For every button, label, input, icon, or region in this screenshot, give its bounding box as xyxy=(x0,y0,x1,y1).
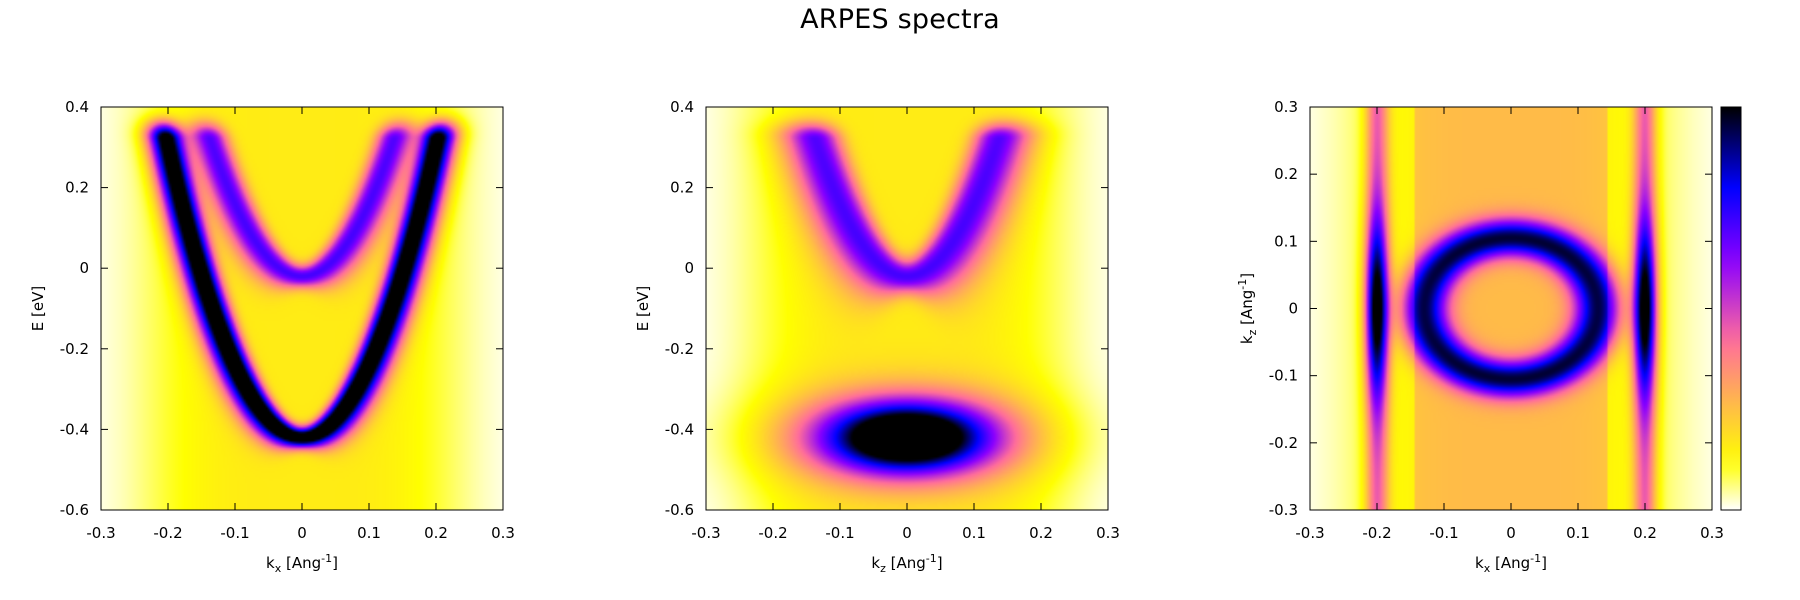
x-tick-label: -0.3 xyxy=(1295,524,1324,542)
y-tick-label: 0.2 xyxy=(65,179,89,197)
x-tick-label: 0.1 xyxy=(357,524,381,542)
y-tick-label: 0.3 xyxy=(1274,98,1298,116)
y-tick-label: -0.2 xyxy=(1269,434,1298,452)
panel-1: -0.3 -0.2 -0.1 0 0.1 0.2 0.3 -0.6 -0.4 -0.2 0 0.2 0.… xyxy=(29,98,515,575)
x-tick-label: 0.1 xyxy=(962,524,986,542)
y-tick-label: -0.6 xyxy=(60,501,89,519)
y-tick-label: -0.4 xyxy=(665,420,694,438)
y-tick-label: -0.2 xyxy=(60,340,89,358)
x-tick-label: -0.2 xyxy=(1362,524,1391,542)
x-tick-label: 0.3 xyxy=(1700,524,1724,542)
y-axis-label: kz [Ang-1] xyxy=(1236,273,1259,344)
y-tick-label: 0 xyxy=(684,259,694,277)
heatmap-image xyxy=(706,107,1108,510)
y-tick-label: 0 xyxy=(1288,300,1298,318)
y-tick-label: -0.6 xyxy=(665,501,694,519)
x-tick-label: -0.3 xyxy=(86,524,115,542)
x-tick-label: 0.3 xyxy=(1096,524,1120,542)
x-axis-label: kz [Ang-1] xyxy=(871,552,942,575)
y-tick-label: 0.2 xyxy=(1274,165,1298,183)
y-tick-label: -0.1 xyxy=(1269,367,1298,385)
x-tick-label: 0 xyxy=(297,524,307,542)
y-axis-label: E [eV] xyxy=(29,286,47,331)
x-axis-label: kx [Ang-1] xyxy=(1475,552,1547,575)
x-tick-label: -0.2 xyxy=(153,524,182,542)
y-tick-label: 0.1 xyxy=(1274,232,1298,250)
heatmap-image xyxy=(1310,107,1712,510)
figure-title: ARPES spectra xyxy=(800,4,1000,35)
x-axis-label: kx [Ang-1] xyxy=(266,552,338,575)
y-tick-label: 0 xyxy=(79,259,89,277)
x-tick-label: -0.3 xyxy=(691,524,720,542)
x-tick-label: 0 xyxy=(902,524,912,542)
x-tick-label: 0 xyxy=(1506,524,1516,542)
y-tick-label: 0.4 xyxy=(65,98,89,116)
y-tick-label: 0.2 xyxy=(670,179,694,197)
x-tick-label: 0.2 xyxy=(1029,524,1053,542)
y-tick-label: -0.2 xyxy=(665,340,694,358)
y-tick-label: 0.4 xyxy=(670,98,694,116)
x-tick-label: -0.1 xyxy=(825,524,854,542)
panel-2: -0.3 -0.2 -0.1 0 0.1 0.2 0.3 -0.6 -0.4 -0.2 0 0.2 0.… xyxy=(634,98,1120,575)
x-tick-label: -0.2 xyxy=(758,524,787,542)
x-tick-label: 0.3 xyxy=(491,524,515,542)
y-axis-label: E [eV] xyxy=(634,286,652,331)
y-tick-label: -0.3 xyxy=(1269,501,1298,519)
y-tick-label: -0.4 xyxy=(60,420,89,438)
x-tick-label: 0.2 xyxy=(424,524,448,542)
x-tick-label: -0.1 xyxy=(220,524,249,542)
colorbar xyxy=(1720,106,1742,511)
heatmap-image xyxy=(101,107,503,510)
x-tick-label: 0.1 xyxy=(1566,524,1590,542)
panel-3: -0.3 -0.2 -0.1 0 0.1 0.2 0.3 -0.3 -0.2 -0.1 0 0.1 0.… xyxy=(1236,98,1742,575)
x-tick-label: -0.1 xyxy=(1429,524,1458,542)
x-tick-label: 0.2 xyxy=(1633,524,1657,542)
